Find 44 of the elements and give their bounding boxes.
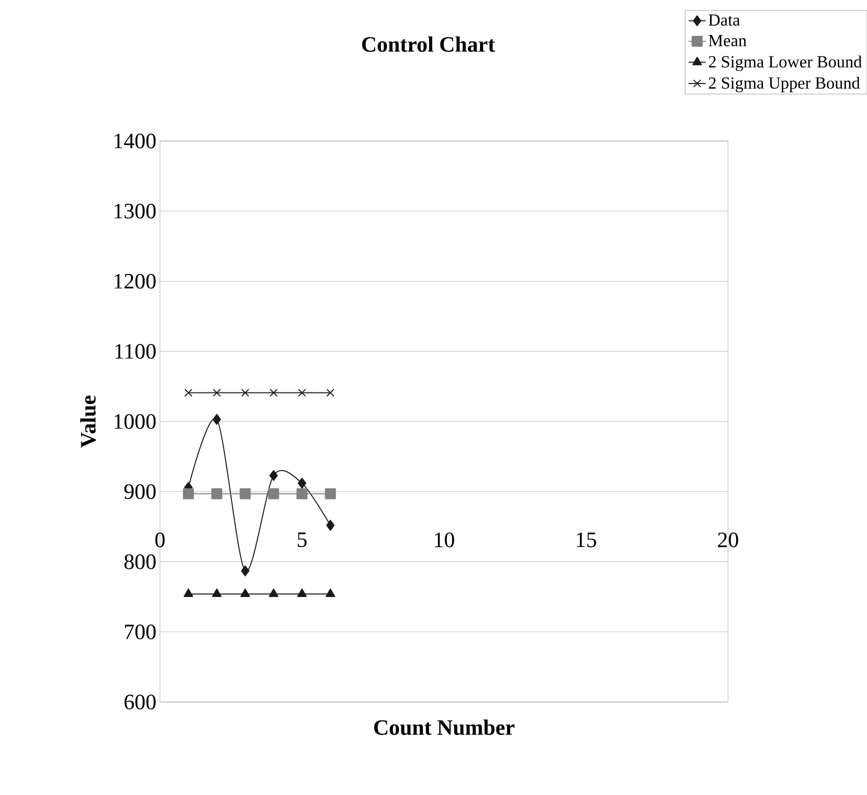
point [211, 488, 222, 500]
point [240, 488, 251, 500]
x-tick-label: 10 [434, 532, 454, 548]
point [270, 388, 278, 397]
x-tick-label: 5 [298, 532, 307, 548]
y-tick-label: 1000 [114, 414, 156, 429]
point [324, 488, 336, 500]
y-axis-title: Value [80, 396, 96, 448]
point [212, 588, 222, 597]
legend-label: 2 Sigma Upper Bound [708, 76, 860, 92]
point [326, 520, 335, 531]
legend-label: 2 Sigma Lower Bound [708, 56, 862, 72]
point [184, 388, 192, 397]
y-tick-label: 1300 [114, 204, 156, 219]
y-tick-label: 1200 [114, 274, 156, 289]
x-tick-label: 0 [155, 532, 165, 548]
point [241, 388, 250, 397]
point [268, 488, 280, 500]
point [296, 488, 308, 500]
point [297, 588, 307, 597]
y-tick-label: 1100 [115, 344, 156, 359]
point [240, 565, 250, 576]
y-tick-label: 600 [124, 694, 156, 710]
x-tick-label: 20 [718, 532, 738, 548]
point [269, 470, 278, 481]
y-tick-label: 900 [124, 484, 156, 500]
point [298, 388, 306, 397]
point [268, 588, 278, 597]
x-axis-title: Count Number [374, 720, 514, 735]
point [184, 588, 194, 597]
y-tick-label: 800 [124, 554, 156, 570]
chart-title: Control Chart [362, 36, 496, 52]
point [298, 478, 306, 489]
point [182, 488, 194, 500]
x-tick-label: 15 [576, 532, 596, 548]
point [326, 588, 336, 597]
point [212, 388, 221, 397]
point [240, 588, 250, 597]
y-tick-label: 1400 [114, 134, 156, 148]
legend-label: Mean [708, 35, 746, 46]
legend-label: Data [708, 14, 740, 26]
point [326, 388, 334, 397]
point [212, 414, 222, 425]
y-tick-label: 700 [125, 624, 156, 640]
